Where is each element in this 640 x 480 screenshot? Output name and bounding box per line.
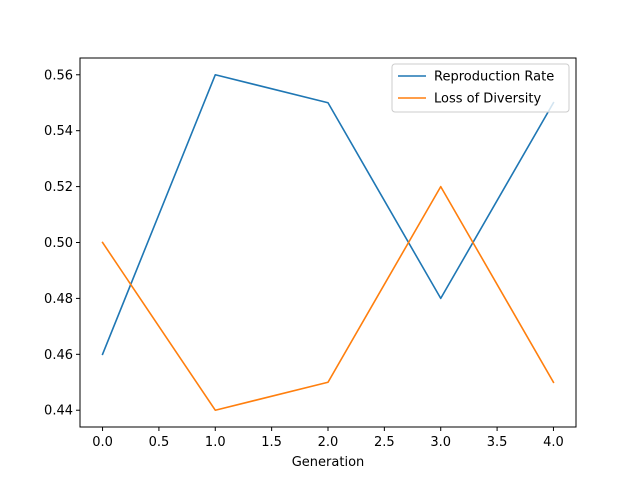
legend-label: Reproduction Rate bbox=[434, 70, 554, 85]
series-line-0 bbox=[101, 73, 555, 356]
x-tick-label: 2.0 bbox=[318, 435, 339, 450]
series-line-1 bbox=[101, 185, 555, 412]
legend: Reproduction Rate Loss of Diversity bbox=[391, 63, 570, 113]
x-tick-label: 1.0 bbox=[205, 435, 226, 450]
y-tick-label: 0.44 bbox=[44, 404, 73, 419]
x-tick-label: 2.5 bbox=[374, 435, 395, 450]
series-layer bbox=[101, 73, 555, 412]
ticks-layer: 0.0 0.5 1.0 1.5 2.0 2.5 3.0 3.5 4.0 0.44 0.46 0.48 0… bbox=[44, 68, 564, 450]
plot-frame bbox=[79, 57, 577, 428]
y-tick-label: 0.52 bbox=[44, 180, 73, 195]
x-tick-label: 1.5 bbox=[261, 435, 282, 450]
y-tick-label: 0.50 bbox=[44, 236, 73, 251]
x-tick-label: 3.0 bbox=[430, 435, 451, 450]
x-tick-label: 0.5 bbox=[149, 435, 170, 450]
legend-label: Loss of Diversity bbox=[434, 92, 541, 107]
legend-box bbox=[391, 63, 570, 113]
y-tick-label: 0.54 bbox=[44, 124, 73, 139]
x-tick-label: 3.5 bbox=[487, 435, 508, 450]
x-tick-label: 4.0 bbox=[543, 435, 564, 450]
y-tick-label: 0.56 bbox=[44, 68, 73, 83]
x-axis-label: Generation bbox=[292, 455, 365, 470]
y-tick-label: 0.46 bbox=[44, 348, 73, 363]
x-tick-label: 0.0 bbox=[92, 435, 113, 450]
y-tick-label: 0.48 bbox=[44, 292, 73, 307]
